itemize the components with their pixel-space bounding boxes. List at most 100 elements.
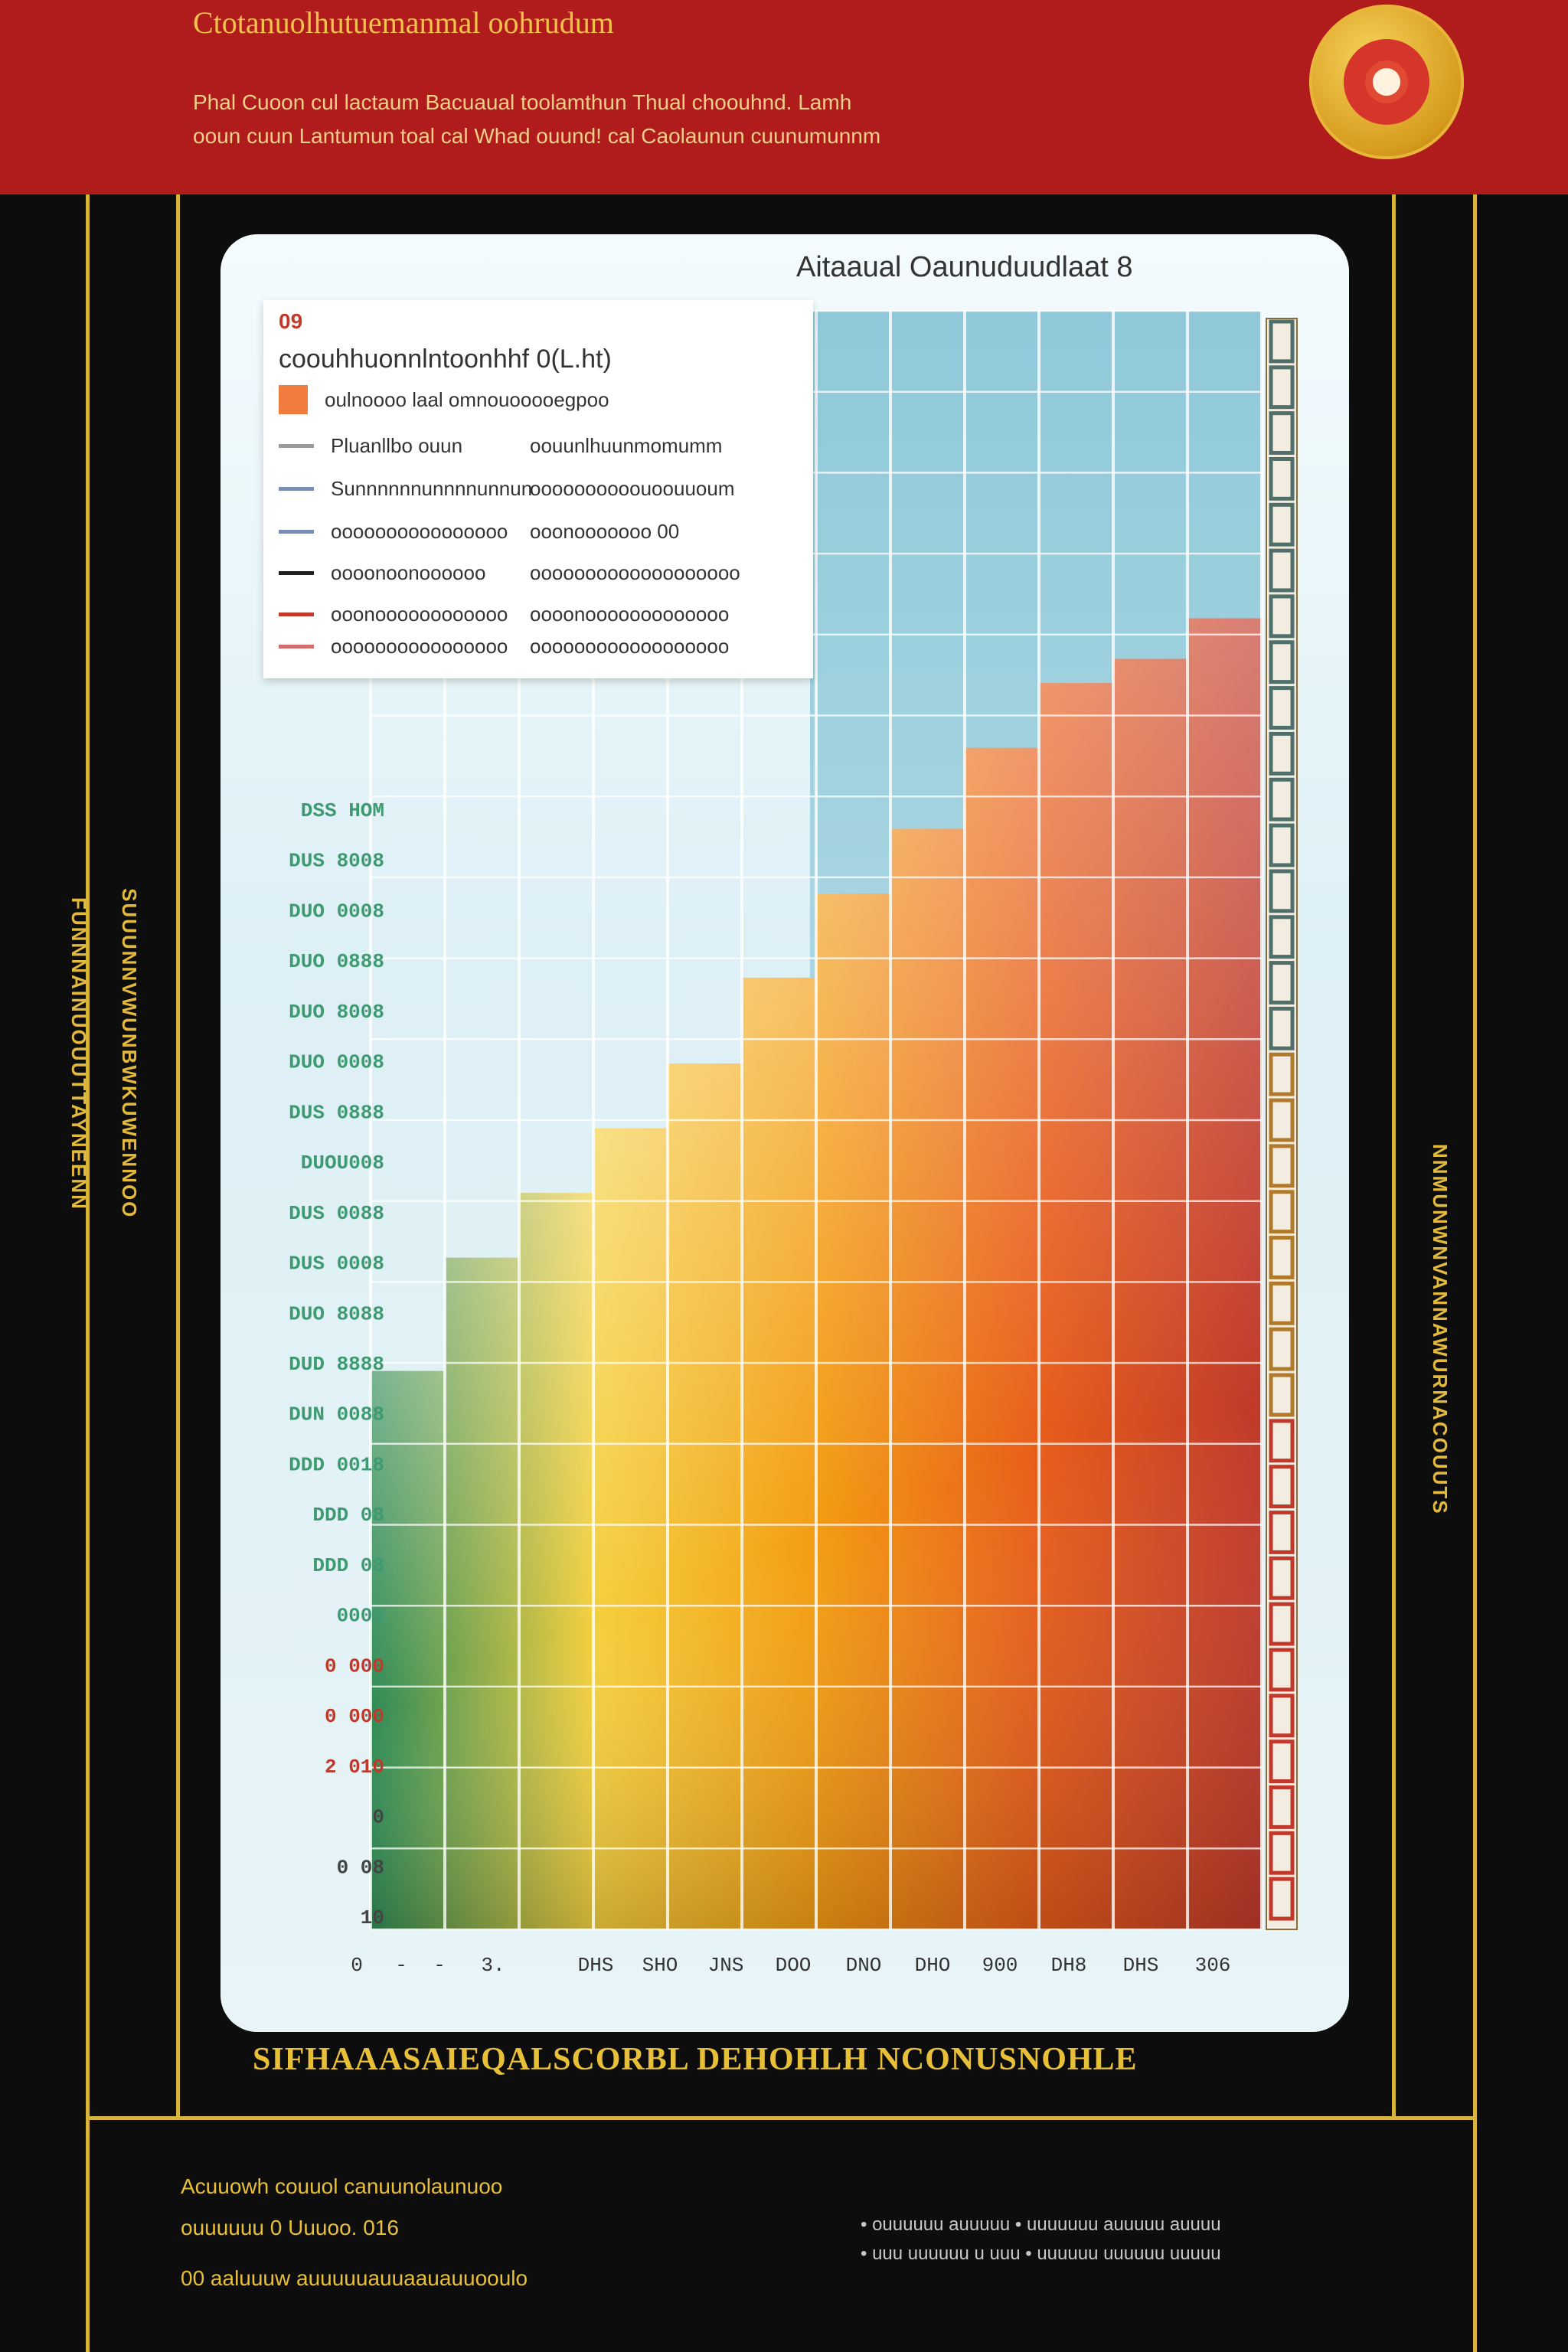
x-tick-label: DH8 [1051,1954,1087,1977]
bar-shade [668,1063,743,1929]
pattern-mark [1269,1190,1295,1234]
legend-row: oooooooooooooooo ooonooooooo 00 [279,516,679,547]
legend-line [279,570,314,575]
pattern-mark [1269,961,1295,1004]
footer-left-line: Acuuowh couuol canuunolaunuoo [181,2174,503,2198]
pattern-mark [1269,915,1295,959]
pattern-mark [1269,1511,1295,1554]
pattern-mark [1269,1052,1295,1096]
pattern-mark [1269,456,1295,501]
y-tick-label: DUD 8888 [289,1353,384,1376]
legend-row: ooonoooooooooooo oooonooooooooooooo [279,599,729,629]
bar-shade [742,977,817,1929]
seal-icon [1309,5,1464,159]
pattern-mark [1269,1465,1295,1509]
pattern-mark [1269,411,1295,455]
pattern-mark [1269,823,1295,867]
pattern-mark [1269,1877,1295,1921]
pattern-mark [1269,1740,1295,1784]
y-tick-label: DDD 0018 [289,1453,384,1476]
y-tick-label: DUS 0888 [289,1101,384,1124]
pattern-mark [1269,1006,1295,1050]
x-tick-label: JNS [708,1954,744,1977]
y-tick-label: DDD 08 [312,1504,384,1527]
bar-shade [593,1128,668,1929]
y-tick-label: DUO 0008 [289,1051,384,1074]
legend-line [279,486,314,491]
seal-ring [1344,39,1429,125]
side-text-left-a: FUNNNAINUOUUTTAYNEENN [67,897,90,1210]
legend-row: oulnoooo laal omnouooooegpoo [279,384,609,415]
legend-label-right: ooonooooooo 00 [530,519,680,543]
y-tick-label: DUO 8088 [289,1302,384,1325]
footer-right-line: • ouuuuuu auuuuu • uuuuuuu auuuuu auuuu [861,2214,1221,2235]
legend-label-right: oouunlhuunmomumm [530,433,723,457]
legend-row: oooonoonoooooo ooooooooooooooooooo [279,557,740,588]
header-subtitle-1: Phal Cuoon cul lactaum Bacuaual toolamth… [193,90,852,114]
legend-title: 09 [279,309,303,333]
y-tick-label: 0 000 [325,1705,384,1728]
footer-left-line: ouuuuuu 0 Uuuoo. 016 [181,2216,399,2239]
legend-label: oooooooooooooooo [331,519,508,543]
x-tick-label: DHS [1123,1954,1159,1977]
gold-frame-line [1473,194,1477,2352]
x-tick-label: 306 [1195,1954,1231,1977]
legend-line [279,529,314,534]
pattern-mark [1269,1694,1295,1738]
legend-line [279,443,314,448]
x-tick-label: DHS [578,1954,614,1977]
seal-center [1365,60,1408,103]
legend-label: oooonoonoooooo [331,560,486,584]
y-tick-label: DUS 0008 [289,1253,384,1276]
bar-shade [1039,683,1114,1929]
y-tick-label: DUS 0088 [289,1202,384,1225]
bar-shade [890,828,965,1929]
y-tick-label: 0 [372,1806,384,1829]
bar-shade [445,1257,520,1929]
pattern-mark [1269,1785,1295,1829]
x-tick-label: DHO [915,1954,951,1977]
pattern-mark [1269,1236,1295,1279]
legend-subtitle: coouhhuonnlntoonhhf 0(L.ht) [279,345,612,374]
legend-label-right: oooooooooooooooooo [530,634,730,658]
legend-line [279,644,314,648]
footer-headline: SIFHAAASAIEQALSCORBL DEHOHLH NCONUSNOHLE [253,2042,1138,2077]
side-text-left-b: SUUUNNVWUNBWKUWENNOO [118,888,141,1219]
y-tick-label: 0 08 [337,1856,384,1879]
bar-shade [371,1370,446,1929]
pattern-mark [1269,502,1295,547]
x-tick-label: DOO [776,1954,812,1977]
bar-shade [816,893,891,1929]
legend-label-right: oooooooooouoouuoum [530,476,735,500]
bar-shade [965,747,1040,1929]
pattern-mark [1269,777,1295,822]
chart-legend: 09 coouhhuonnlntoonhhf 0(L.ht) oulnoooo … [263,300,813,678]
header-banner: Ctotanuolhutuemanmal oohrudum Phal Cuoon… [0,0,1568,194]
header-subtitle-2: ooun cuun Lantumun toal cal Whad ouund! … [193,124,881,148]
pattern-mark [1269,365,1295,410]
y-tick-label: 2 010 [325,1756,384,1779]
pattern-mark [1269,1327,1295,1371]
gold-frame-line [1392,194,1396,2116]
legend-row: Sunnnnnnunnnnunnun oooooooooouoouuoum [279,473,734,504]
x-tick-label: 0 [351,1954,363,1977]
pattern-mark [1269,319,1295,364]
legend-label: Pluanllbo ouun [331,433,463,457]
x-tick-label: DNO [846,1954,882,1977]
y-tick-label: DUO 0008 [289,900,384,923]
pattern-mark [1269,1373,1295,1417]
y-tick-label: DUOU008 [301,1152,384,1174]
y-tick-label: DUO 0888 [289,950,384,973]
x-tick-label: SHO [642,1954,678,1977]
legend-label: oooooooooooooooo [331,634,508,658]
legend-swatch [279,385,308,414]
pattern-mark [1269,594,1295,639]
x-tick-label: - [395,1954,407,1977]
y-tick-label: 0 000 [325,1655,384,1677]
pattern-mark [1269,869,1295,913]
legend-line [279,612,314,616]
legend-label: oulnoooo laal omnouooooegpoo [325,387,609,411]
bar-shade [1113,658,1188,1929]
bar-chart: DSS HOM DUS 8008 DUO 0008 DUO 0888 DUO 8008 D… [289,309,1298,1977]
pattern-mark [1269,731,1295,776]
